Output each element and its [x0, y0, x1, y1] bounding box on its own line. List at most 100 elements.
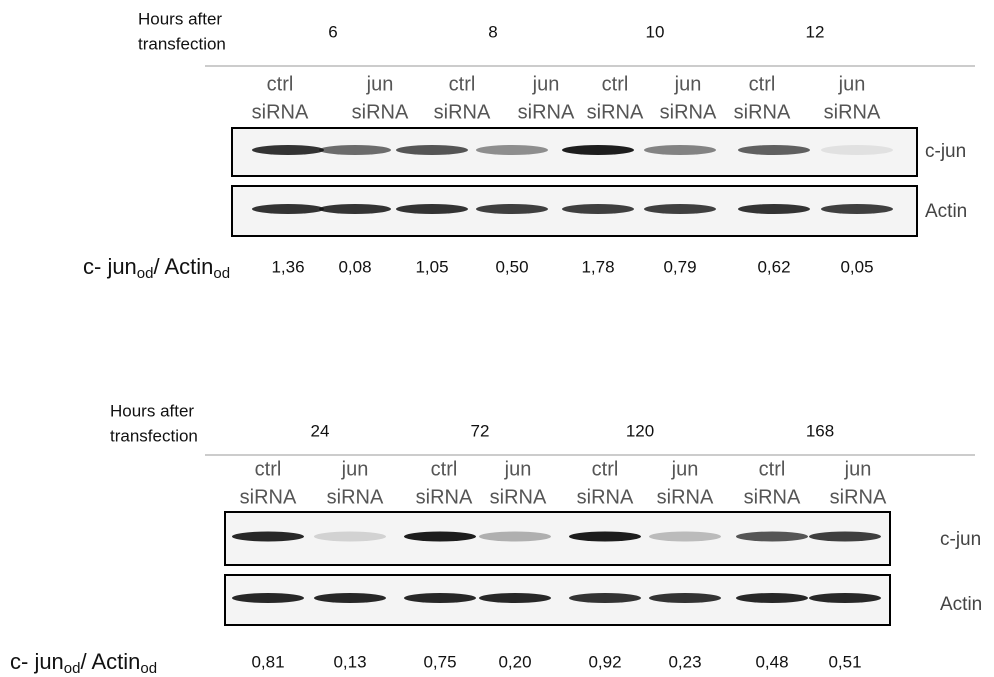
ratio-value: 0,20: [498, 652, 531, 671]
lane-label: ctrl: [255, 458, 282, 480]
band: [738, 204, 810, 214]
ratio-label-part: c- jun: [10, 649, 64, 674]
lane-label: jun: [844, 458, 872, 480]
lane-label: ctrl: [749, 73, 776, 95]
ratio-label-sub: od: [140, 660, 157, 677]
band: [821, 145, 893, 155]
band: [396, 204, 468, 214]
ratio-value: 0,79: [663, 257, 696, 276]
ratio-value: 1,05: [415, 257, 448, 276]
ratio-value: 0,62: [757, 257, 790, 276]
band: [649, 593, 721, 603]
ratio-label: c- junod/ Actinod: [83, 254, 230, 282]
ratio-value: 1,36: [271, 257, 304, 276]
lane-label: siRNA: [587, 101, 644, 123]
band: [562, 145, 634, 155]
ratio-value: 1,78: [581, 257, 614, 276]
band: [252, 145, 324, 155]
ratio-label-part: / Actin: [80, 649, 140, 674]
band: [396, 145, 468, 155]
band: [252, 204, 324, 214]
band: [319, 204, 391, 214]
ratio-value: 0,13: [333, 652, 366, 671]
band: [809, 593, 881, 603]
lane-label: siRNA: [490, 486, 547, 508]
lane-label: jun: [671, 458, 699, 480]
band: [649, 531, 721, 542]
lane-label: siRNA: [434, 101, 491, 123]
ratio-label-part: / Actin: [153, 254, 213, 279]
band: [736, 593, 808, 603]
band: [644, 204, 716, 214]
band: [404, 531, 476, 542]
band: [569, 531, 641, 542]
lane-label: siRNA: [660, 101, 717, 123]
band: [562, 204, 634, 214]
band: [476, 204, 548, 214]
lane-label: siRNA: [744, 486, 801, 508]
lane-label: siRNA: [518, 101, 575, 123]
row-label: c-jun: [925, 141, 966, 162]
time-point: 120: [626, 421, 654, 440]
band: [736, 531, 808, 542]
time-point: 10: [646, 22, 665, 41]
row-label: Actin: [925, 201, 967, 222]
lane-label: siRNA: [577, 486, 634, 508]
lane-label: jun: [674, 73, 702, 95]
band: [569, 593, 641, 603]
row-label: Actin: [940, 594, 982, 615]
lane-label: siRNA: [824, 101, 881, 123]
lane-label: ctrl: [449, 73, 476, 95]
band: [644, 145, 716, 155]
lane-label: siRNA: [830, 486, 887, 508]
band: [319, 145, 391, 155]
band: [479, 531, 551, 542]
ratio-value: 0,48: [755, 652, 788, 671]
lane-label: siRNA: [352, 101, 409, 123]
ratio-value: 0,51: [828, 652, 861, 671]
lane-label: ctrl: [592, 458, 619, 480]
header-label: transfection: [110, 426, 198, 445]
time-point: 6: [328, 22, 337, 41]
lane-label: jun: [838, 73, 866, 95]
lane-label: jun: [532, 73, 560, 95]
header-label: transfection: [138, 34, 226, 53]
time-point: 72: [471, 421, 490, 440]
header-label: Hours after: [138, 9, 222, 28]
lane-label: siRNA: [416, 486, 473, 508]
lane-label: siRNA: [657, 486, 714, 508]
lane-label: siRNA: [240, 486, 297, 508]
lane-label: siRNA: [734, 101, 791, 123]
time-point: 168: [806, 421, 834, 440]
lane-label: siRNA: [327, 486, 384, 508]
band: [738, 145, 810, 155]
band: [404, 593, 476, 603]
header-label: Hours after: [110, 401, 194, 420]
ratio-label-sub: od: [213, 265, 230, 282]
ratio-value: 0,08: [338, 257, 371, 276]
band: [479, 593, 551, 603]
ratio-value: 0,23: [668, 652, 701, 671]
ratio-label-sub: od: [64, 660, 81, 677]
time-point: 24: [311, 421, 330, 440]
lane-label: jun: [504, 458, 532, 480]
band: [809, 531, 881, 542]
lane-label: jun: [341, 458, 369, 480]
blot-panel: Hours after transfection 6 8 10 12 ctrl siRNA ju…: [83, 9, 975, 282]
lane-label: ctrl: [602, 73, 629, 95]
ratio-value: 0,50: [495, 257, 528, 276]
ratio-value: 0,92: [588, 652, 621, 671]
band: [232, 593, 304, 603]
lane-label: ctrl: [431, 458, 458, 480]
row-label: c-jun: [940, 529, 981, 550]
ratio-value: 0,81: [251, 652, 284, 671]
ratio-label: c- junod/ Actinod: [10, 649, 157, 677]
band: [821, 204, 893, 214]
lane-label: jun: [366, 73, 394, 95]
ratio-value: 0,75: [423, 652, 456, 671]
ratio-label-part: c- jun: [83, 254, 137, 279]
lane-label: siRNA: [252, 101, 309, 123]
band: [314, 531, 386, 542]
lane-label: ctrl: [267, 73, 294, 95]
